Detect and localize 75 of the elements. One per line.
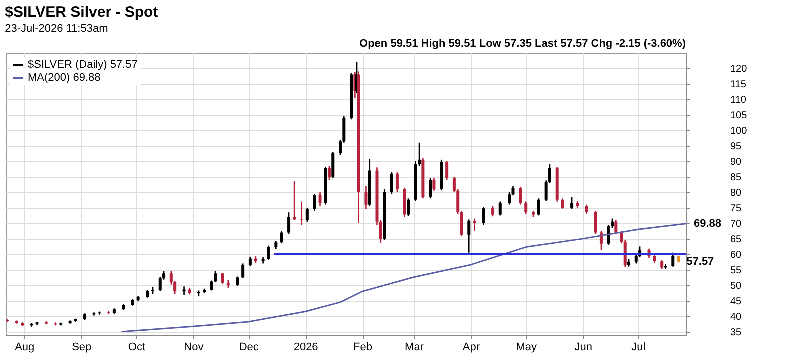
x-tick-label: Apr bbox=[462, 342, 480, 354]
legend-label: MA(200) 69.88 bbox=[28, 72, 101, 84]
annotation: 69.88 bbox=[694, 218, 722, 230]
candlestick bbox=[306, 207, 309, 223]
candlestick bbox=[332, 152, 335, 180]
candlestick bbox=[614, 220, 618, 235]
annotation: 57.57 bbox=[686, 256, 714, 268]
candlestick bbox=[482, 206, 486, 226]
candlestick bbox=[396, 172, 399, 194]
y-tick-label: 110 bbox=[730, 94, 747, 106]
y-tick-label: 90 bbox=[730, 156, 742, 168]
candlestick bbox=[594, 210, 598, 235]
y-tick-label: 35 bbox=[730, 327, 742, 338]
x-tick-label: 2026 bbox=[294, 342, 318, 354]
candlestick bbox=[492, 206, 495, 218]
candlestick bbox=[328, 165, 331, 181]
x-tick-label: May bbox=[516, 342, 538, 354]
candlestick bbox=[364, 186, 368, 210]
x-tick-label: Nov bbox=[184, 342, 204, 354]
y-tick-label: 80 bbox=[730, 188, 742, 199]
candlestick bbox=[313, 193, 316, 212]
x-tick-label: Oct bbox=[128, 342, 146, 354]
candlestick bbox=[300, 201, 304, 226]
candlestick bbox=[537, 198, 540, 216]
candlestick bbox=[390, 172, 394, 195]
chart-title: $SILVER Silver - Spot bbox=[5, 4, 158, 21]
text: Open 59.51 High 59.51 Low 57.35 Last 57.57 Chg -2.15 (-3.60%) bbox=[360, 38, 686, 50]
x-tick-label: Feb bbox=[354, 342, 373, 354]
candlestick bbox=[242, 263, 245, 279]
y-tick-label: 50 bbox=[730, 280, 742, 292]
legend-label: $SILVER (Daily) 57.57 bbox=[28, 59, 138, 71]
y-tick-label: 70 bbox=[730, 218, 742, 230]
candlestick bbox=[92, 312, 96, 316]
x-tick-label: Sep bbox=[72, 342, 92, 354]
chart-subtitle: 23-Jul-2026 11:53am bbox=[5, 23, 108, 35]
candlestick bbox=[318, 192, 322, 208]
candlestick bbox=[429, 178, 432, 200]
candlestick bbox=[432, 178, 436, 192]
candlestick bbox=[519, 186, 522, 206]
y-tick-label: 115 bbox=[730, 79, 747, 90]
candlestick bbox=[280, 230, 284, 244]
y-tick-label: 60 bbox=[730, 250, 742, 261]
y-tick-label: 120 bbox=[730, 64, 748, 75]
y-tick-label: 100 bbox=[730, 126, 748, 137]
y-tick-label: 105 bbox=[730, 110, 748, 122]
line-series bbox=[121, 223, 686, 333]
x-tick-label: Jul bbox=[632, 342, 646, 354]
y-tick-label: 75 bbox=[730, 203, 742, 214]
candlestick bbox=[236, 276, 240, 287]
candlestick bbox=[570, 196, 574, 210]
candlestick bbox=[248, 256, 252, 267]
candlestick bbox=[221, 272, 224, 285]
candlestick bbox=[446, 160, 449, 181]
candlestick bbox=[267, 245, 270, 261]
y-tick-label: 95 bbox=[730, 141, 742, 152]
y-tick-label: 85 bbox=[730, 172, 742, 184]
candlestick bbox=[600, 230, 603, 251]
y-tick-label: 55 bbox=[730, 265, 742, 276]
candlestick bbox=[406, 198, 410, 217]
x-tick-label: Jun bbox=[574, 342, 592, 354]
candlestick bbox=[468, 219, 471, 254]
candlestick bbox=[288, 212, 291, 235]
y-tick-label: 45 bbox=[730, 296, 742, 308]
candlestick bbox=[672, 252, 675, 268]
candlestick bbox=[585, 204, 588, 215]
x-tick-label: Aug bbox=[15, 342, 35, 354]
candlestick bbox=[498, 201, 502, 216]
x-tick-label: Mar bbox=[405, 342, 424, 354]
y-tick-label: 40 bbox=[730, 312, 742, 323]
candlestick bbox=[524, 201, 528, 215]
y-tick-label: 65 bbox=[730, 234, 742, 246]
candlestick bbox=[293, 180, 296, 221]
candlestick bbox=[561, 198, 564, 210]
candlestick bbox=[473, 218, 476, 232]
x-tick-label: Dec bbox=[239, 342, 260, 354]
